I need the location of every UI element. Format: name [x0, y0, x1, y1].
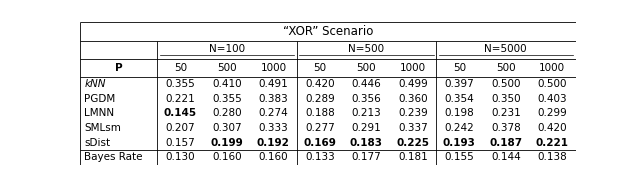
- Text: 500: 500: [217, 63, 237, 73]
- Text: 0.213: 0.213: [351, 108, 381, 118]
- Text: SMLsm: SMLsm: [84, 123, 122, 133]
- Text: 1000: 1000: [400, 63, 426, 73]
- Text: 0.356: 0.356: [351, 94, 381, 104]
- Text: 0.360: 0.360: [398, 94, 428, 104]
- Text: 0.420: 0.420: [305, 79, 335, 89]
- Text: 0.274: 0.274: [259, 108, 288, 118]
- Text: 500: 500: [356, 63, 376, 73]
- Text: 0.420: 0.420: [538, 123, 567, 133]
- Text: 0.355: 0.355: [212, 94, 242, 104]
- Text: 0.499: 0.499: [398, 79, 428, 89]
- Text: 0.160: 0.160: [259, 152, 288, 162]
- Text: 50: 50: [452, 63, 466, 73]
- Text: 0.280: 0.280: [212, 108, 242, 118]
- Text: 0.491: 0.491: [259, 79, 288, 89]
- Text: 0.231: 0.231: [491, 108, 521, 118]
- Text: 0.188: 0.188: [305, 108, 335, 118]
- Text: 0.500: 0.500: [491, 79, 520, 89]
- Text: 0.383: 0.383: [259, 94, 288, 104]
- Text: 0.183: 0.183: [350, 137, 383, 147]
- Text: 0.199: 0.199: [211, 137, 243, 147]
- Text: 0.221: 0.221: [536, 137, 569, 147]
- Text: 0.355: 0.355: [166, 79, 195, 89]
- Text: 0.277: 0.277: [305, 123, 335, 133]
- Text: 50: 50: [174, 63, 187, 73]
- Text: PGDM: PGDM: [84, 94, 116, 104]
- Text: 0.397: 0.397: [444, 79, 474, 89]
- Text: 0.155: 0.155: [444, 152, 474, 162]
- Text: 0.160: 0.160: [212, 152, 242, 162]
- Text: 1000: 1000: [540, 63, 565, 73]
- Text: 0.138: 0.138: [538, 152, 567, 162]
- Text: 0.225: 0.225: [396, 137, 429, 147]
- Text: 1000: 1000: [260, 63, 287, 73]
- Text: 0.198: 0.198: [444, 108, 474, 118]
- Text: 0.299: 0.299: [538, 108, 567, 118]
- Text: 0.145: 0.145: [164, 108, 197, 118]
- Text: sDist: sDist: [84, 137, 111, 147]
- Text: 500: 500: [496, 63, 516, 73]
- Text: kNN: kNN: [84, 79, 106, 89]
- Text: LMNN: LMNN: [84, 108, 115, 118]
- Text: 0.193: 0.193: [443, 137, 476, 147]
- Text: 0.242: 0.242: [444, 123, 474, 133]
- Text: 0.144: 0.144: [491, 152, 521, 162]
- Text: P: P: [115, 63, 123, 73]
- Text: 0.181: 0.181: [398, 152, 428, 162]
- Text: 0.169: 0.169: [303, 137, 337, 147]
- Text: 0.378: 0.378: [491, 123, 521, 133]
- Text: 0.446: 0.446: [351, 79, 381, 89]
- Text: N=5000: N=5000: [484, 44, 527, 54]
- Text: 0.350: 0.350: [491, 94, 520, 104]
- Text: 50: 50: [314, 63, 326, 73]
- Text: 0.337: 0.337: [398, 123, 428, 133]
- Text: 0.192: 0.192: [257, 137, 290, 147]
- Text: 0.239: 0.239: [398, 108, 428, 118]
- Text: 0.187: 0.187: [489, 137, 522, 147]
- Text: 0.130: 0.130: [166, 152, 195, 162]
- Text: 0.307: 0.307: [212, 123, 242, 133]
- Text: 0.500: 0.500: [538, 79, 567, 89]
- Text: 0.289: 0.289: [305, 94, 335, 104]
- Text: 0.403: 0.403: [538, 94, 567, 104]
- Text: Bayes Rate: Bayes Rate: [84, 152, 143, 162]
- Text: 0.207: 0.207: [166, 123, 195, 133]
- Text: 0.354: 0.354: [444, 94, 474, 104]
- Text: N=500: N=500: [348, 44, 385, 54]
- Text: 0.291: 0.291: [351, 123, 381, 133]
- Text: 0.157: 0.157: [166, 137, 195, 147]
- Text: 0.221: 0.221: [166, 94, 195, 104]
- Text: 0.333: 0.333: [259, 123, 288, 133]
- Text: 0.133: 0.133: [305, 152, 335, 162]
- Text: N=100: N=100: [209, 44, 245, 54]
- Text: “XOR” Scenario: “XOR” Scenario: [283, 25, 373, 38]
- Text: 0.177: 0.177: [351, 152, 381, 162]
- Text: 0.410: 0.410: [212, 79, 242, 89]
